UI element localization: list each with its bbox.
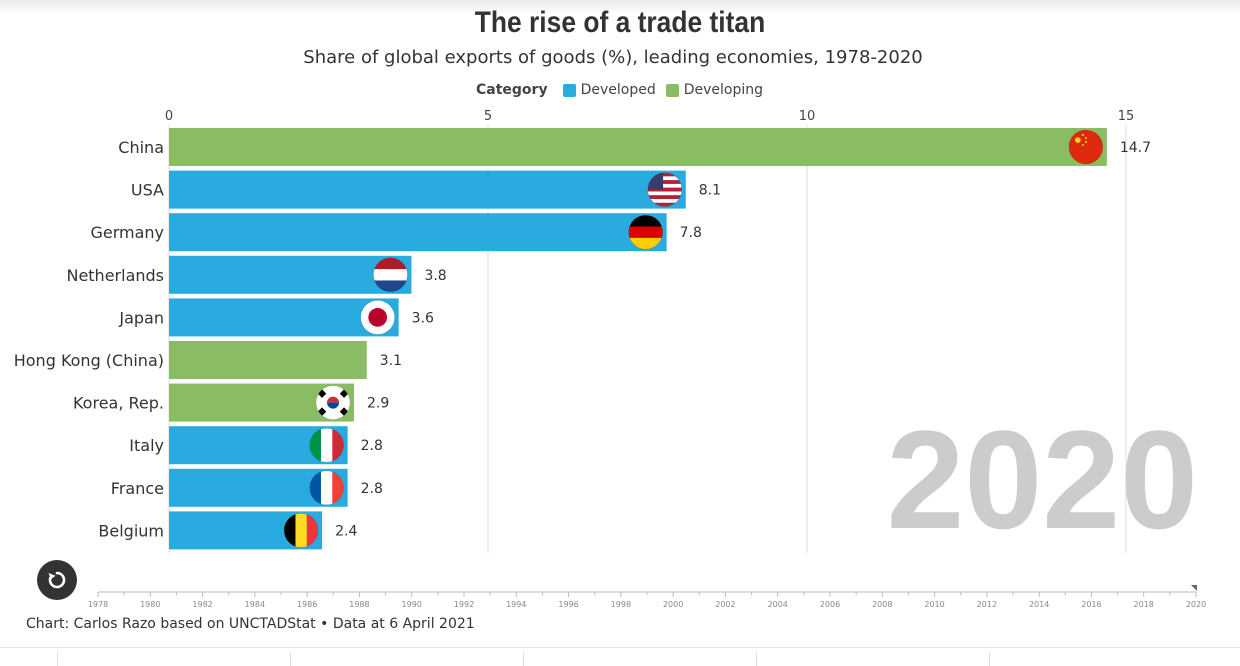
- legend-item-developing[interactable]: Developing: [665, 82, 764, 98]
- bar[interactable]: [169, 213, 667, 252]
- value-label: 2.4: [335, 523, 357, 539]
- bar[interactable]: [169, 128, 1107, 166]
- france-flag-icon: [309, 470, 344, 506]
- category-label: Germany: [90, 223, 164, 242]
- value-label: 3.8: [424, 268, 446, 284]
- timeline-year-label: 2018: [1134, 600, 1154, 609]
- bar[interactable]: [169, 298, 399, 337]
- timeline-year-label: 2000: [663, 600, 683, 609]
- value-label: 14.7: [1120, 140, 1151, 156]
- timeline-year-label: 2010: [924, 600, 944, 609]
- timeline-handle[interactable]: [1191, 585, 1197, 591]
- category-label: Italy: [129, 436, 164, 455]
- chart-title: The rise of a trade titan: [474, 6, 766, 39]
- belgium-flag-icon: [283, 513, 319, 548]
- x-tick-label: 0: [165, 109, 173, 124]
- timeline-year-label: 1992: [454, 600, 474, 609]
- timeline-year-label: 1982: [192, 600, 212, 609]
- timeline-year-label: 2014: [1029, 600, 1049, 609]
- value-label: 3.1: [380, 353, 402, 369]
- replay-icon: [48, 571, 66, 589]
- usa-flag-icon: [647, 172, 683, 207]
- timeline-year-label: 1990: [402, 600, 422, 609]
- legend-label-developed: Developed: [580, 82, 656, 98]
- category-label: France: [111, 479, 164, 498]
- top-shadow: [0, 0, 1240, 14]
- timeline-year-label: 2012: [977, 600, 997, 609]
- netherlands-flag-icon: [373, 257, 408, 293]
- timeline-year-label: 2004: [768, 600, 788, 609]
- category-label: Korea, Rep.: [73, 394, 164, 413]
- category-label: Belgium: [98, 521, 164, 540]
- category-label: Japan: [118, 308, 164, 327]
- category-label: Netherlands: [66, 266, 164, 285]
- timeline-year-label: 2016: [1081, 600, 1101, 609]
- timeline-year-label: 1994: [506, 600, 526, 609]
- timeline-year-label: 1980: [140, 600, 160, 609]
- value-label: 2.8: [361, 438, 383, 454]
- value-label: 2.8: [361, 481, 383, 497]
- value-label: 8.1: [699, 183, 721, 199]
- timeline-year-label: 1986: [297, 600, 317, 609]
- timeline-year-label: 2006: [820, 600, 840, 609]
- category-label: USA: [131, 181, 164, 200]
- legend-item-developed[interactable]: Developed: [562, 82, 656, 98]
- korea-flag-icon: [315, 385, 351, 420]
- timeline-year-label: 1984: [245, 600, 265, 609]
- bottom-toolbar: [0, 647, 1240, 666]
- bar[interactable]: [169, 170, 686, 209]
- x-tick-label: 10: [799, 109, 816, 124]
- year-timeline[interactable]: 1978 1980 1982 1984 1986 1988 1990 1992 1994 1996…: [0, 582, 1240, 612]
- value-label: 2.9: [367, 396, 389, 412]
- source-note: Chart: Carlos Razo based on UNCTADStat •…: [26, 616, 475, 632]
- japan-flag-icon: [360, 300, 395, 335]
- category-label: Hong Kong (China): [14, 351, 164, 370]
- bar[interactable]: [169, 341, 367, 379]
- value-label: 3.6: [412, 310, 434, 326]
- timeline-year-label: 1988: [349, 600, 369, 609]
- year-watermark: 2020: [886, 401, 1198, 558]
- legend-swatch-developing: [665, 83, 679, 97]
- replay-button[interactable]: [37, 560, 77, 600]
- legend-swatch-developed: [562, 83, 576, 97]
- timeline-year-label: 2008: [872, 600, 892, 609]
- timeline-year-label: 2020: [1186, 600, 1206, 609]
- category-label: China: [118, 138, 164, 157]
- timeline-year-label: 1978: [88, 600, 108, 609]
- timeline-year-label: 1998: [611, 600, 631, 609]
- x-tick-label: 15: [1118, 109, 1135, 124]
- china-flag-icon: [1068, 129, 1104, 165]
- bar[interactable]: [169, 255, 412, 294]
- timeline-year-label: 1996: [558, 600, 578, 609]
- germany-flag-icon: [628, 214, 663, 250]
- timeline-year-label: 2002: [715, 600, 735, 609]
- value-label: 7.8: [680, 225, 702, 241]
- legend: Category Developed Developing: [476, 80, 773, 100]
- legend-title: Category: [476, 82, 548, 98]
- italy-flag-icon: [309, 427, 344, 463]
- legend-label-developing: Developing: [683, 82, 764, 98]
- x-tick-label: 5: [484, 109, 492, 124]
- chart-subtitle: Share of global exports of goods (%), le…: [303, 47, 923, 68]
